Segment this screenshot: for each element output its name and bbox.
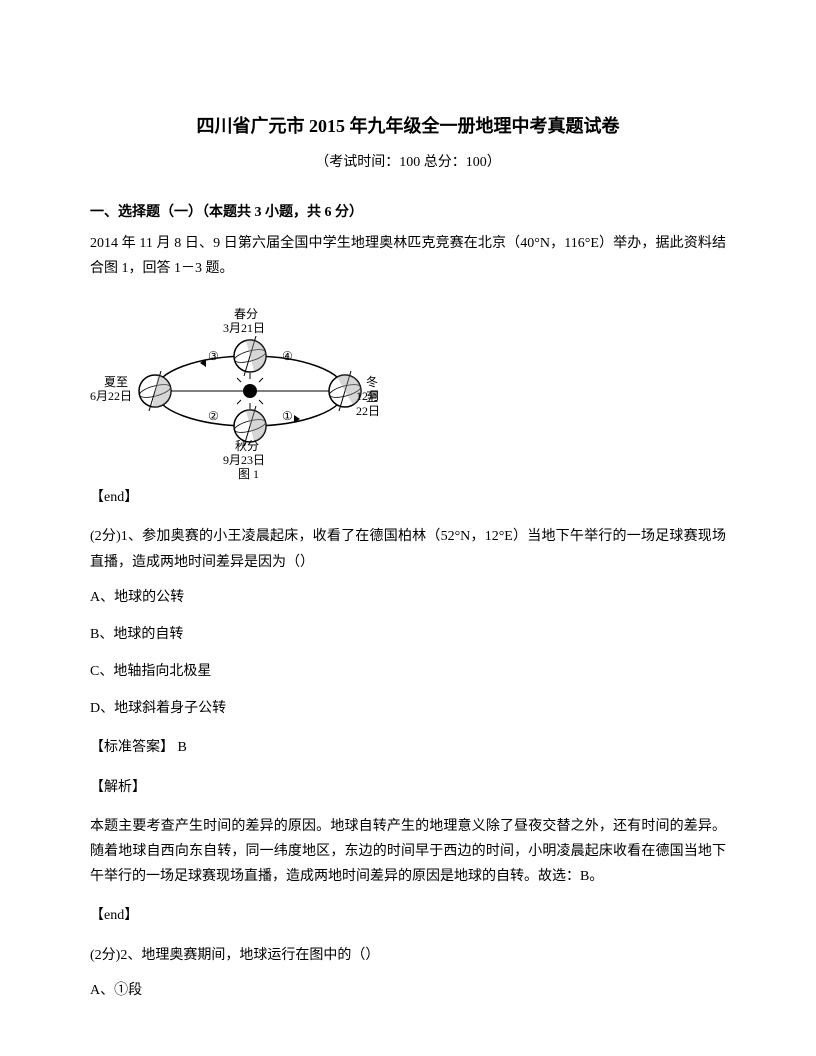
label-top2: 3月21日: [223, 321, 265, 335]
label-right2: 12月22日: [356, 389, 380, 418]
arc-3: ③: [208, 349, 219, 363]
section-header: 一、选择题（一）（本题共 3 小题，共 6 分）: [90, 200, 726, 225]
label-left2: 6月22日: [90, 389, 132, 403]
label-top1: 春分: [234, 307, 258, 321]
q1-option-b: B、地球的自转: [90, 622, 726, 647]
exam-subtitle: （考试时间：100 总分：100）: [90, 150, 726, 175]
answer-label-1: 【标准答案】 B: [90, 735, 726, 760]
answer-value-1: B: [174, 740, 187, 755]
q1-option-c: C、地轴指向北极星: [90, 659, 726, 684]
passage-text: 2014 年 11 月 8 日、9 日第六届全国中学生地理奥林匹克竞赛在北京（4…: [90, 231, 726, 281]
question-2: (2分)2、地理奥赛期间，地球运行在图中的（）: [90, 943, 726, 968]
end-tag-2: 【end】: [90, 903, 726, 928]
arc-2: ②: [208, 409, 219, 423]
q2-option-a: A、①段: [90, 978, 726, 1003]
answer-tag: 【标准答案】: [90, 740, 174, 755]
arc-1: ①: [282, 409, 293, 423]
arc-4: ④: [282, 349, 293, 363]
label-bot1: 秋分: [235, 439, 259, 453]
label-bot2: 9月23日: [223, 453, 265, 467]
diagram-caption: 图 1: [238, 467, 259, 481]
exam-title: 四川省广元市 2015 年九年级全一册地理中考真题试卷: [90, 110, 726, 142]
label-left1: 夏至: [104, 375, 128, 389]
question-1: (2分)1、参加奥赛的小王凌晨起床，收看了在德国柏林（52°N，12°E）当地下…: [90, 524, 726, 574]
analysis-text-1: 本题主要考查产生时间的差异的原因。地球自转产生的地理意义除了昼夜交替之外，还有时…: [90, 814, 726, 890]
analysis-tag-1: 【解析】: [90, 775, 726, 800]
end-tag-1: 【end】: [90, 485, 726, 510]
q1-option-a: A、地球的公转: [90, 585, 726, 610]
q1-option-d: D、地球斜着身子公转: [90, 696, 726, 721]
orbit-diagram: 春分 3月21日 夏至 6月22日 冬至 12月22日 秋分 9月23日 图 1…: [120, 291, 380, 471]
